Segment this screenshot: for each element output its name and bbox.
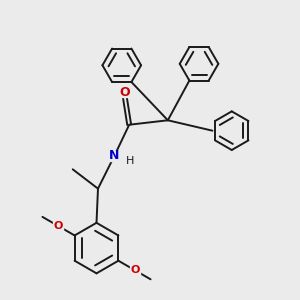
Text: O: O	[130, 266, 140, 275]
Text: H: H	[126, 156, 134, 166]
Text: N: N	[109, 149, 119, 162]
Bar	[53, 221, 63, 230]
Text: O: O	[119, 85, 130, 98]
Bar	[130, 266, 140, 275]
Text: O: O	[53, 221, 63, 231]
Bar	[120, 87, 130, 97]
Bar	[110, 151, 119, 161]
